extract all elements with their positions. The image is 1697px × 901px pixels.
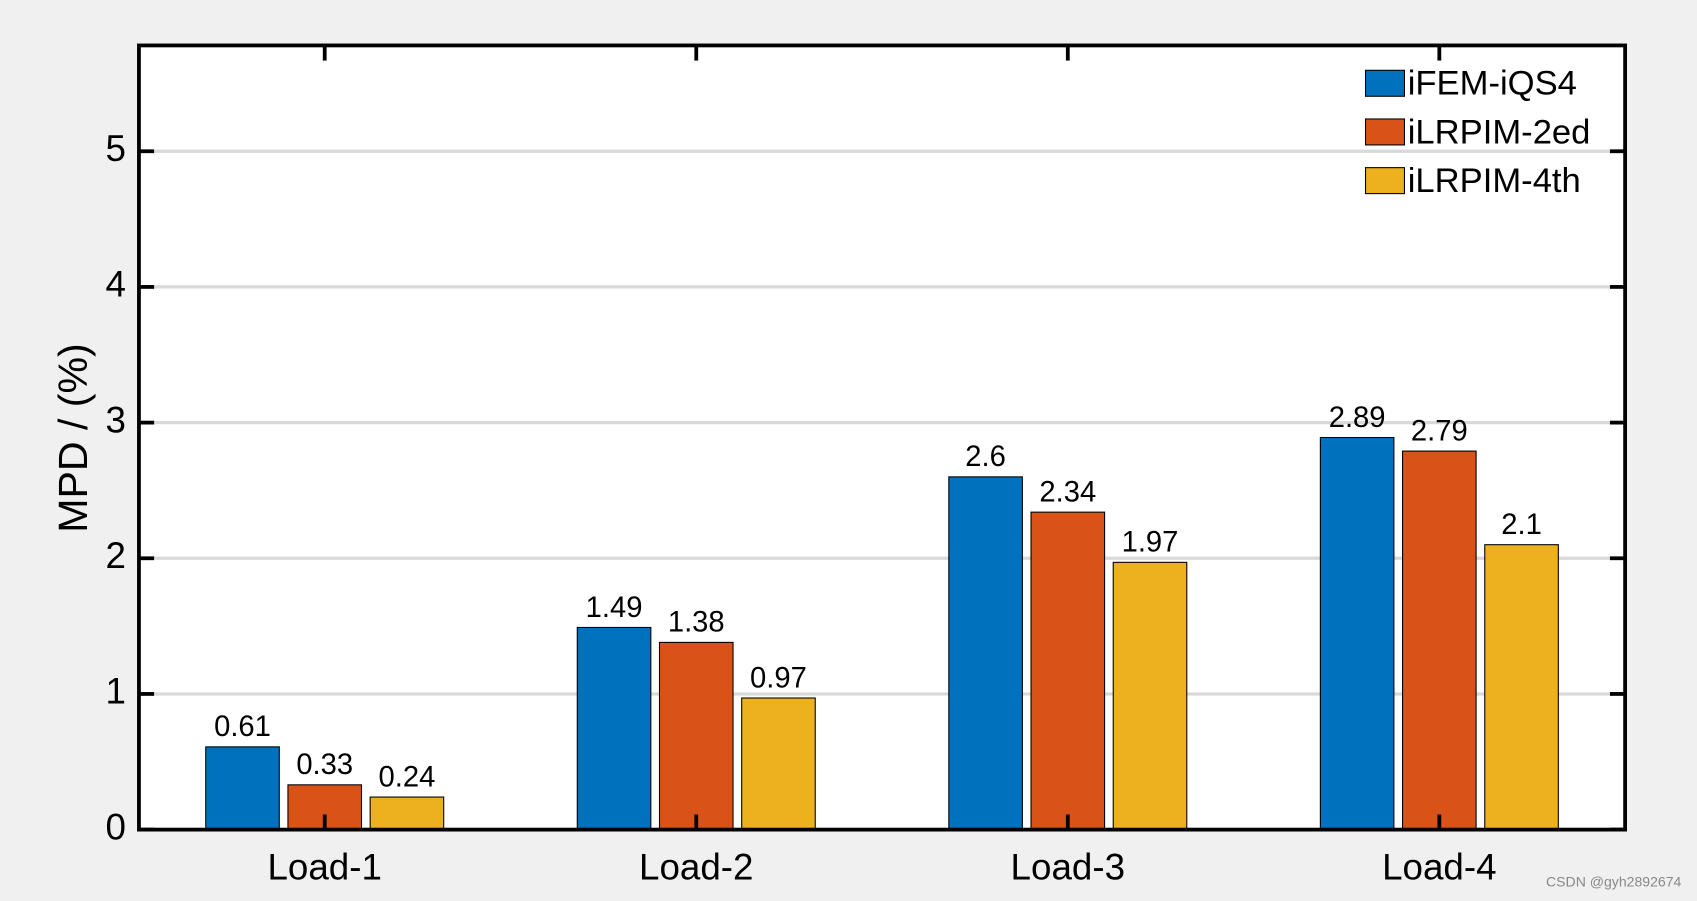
- value-label: 2.6: [965, 441, 1006, 473]
- bar: [1112, 561, 1188, 831]
- value-label: 0.61: [214, 711, 271, 743]
- y-tick-label: 4: [106, 264, 126, 305]
- y-tick-label: 0: [106, 806, 126, 847]
- bar: [576, 626, 652, 831]
- y-tick-label: 5: [106, 128, 126, 169]
- value-label: 1.38: [668, 607, 725, 639]
- value-label: 0.97: [750, 662, 807, 694]
- x-tick-label: Load-1: [267, 846, 381, 887]
- legend-label: iLRPIM-4th: [1408, 162, 1581, 200]
- bar: [1319, 436, 1395, 831]
- value-label: 2.1: [1501, 509, 1542, 541]
- marks: [205, 436, 1559, 831]
- bar: [205, 746, 280, 831]
- bar: [369, 796, 445, 831]
- x-tick-label: Load-2: [639, 846, 753, 887]
- y-tick-label: 2: [106, 535, 126, 576]
- legend-label: iLRPIM-2ed: [1408, 113, 1591, 151]
- value-label: 2.89: [1329, 402, 1386, 434]
- x-tick-label: Load-4: [1382, 846, 1496, 887]
- value-label: 0.24: [379, 761, 436, 793]
- bar: [741, 697, 816, 831]
- value-label: 1.97: [1122, 527, 1179, 559]
- bar: [1484, 544, 1559, 831]
- value-label: 0.33: [296, 749, 353, 781]
- bar: [1030, 511, 1106, 831]
- legend-swatch: [1364, 167, 1406, 195]
- y-tick-label: 1: [106, 671, 126, 712]
- legend-swatch: [1364, 69, 1406, 97]
- watermark: CSDN @gyh2892674: [1546, 873, 1681, 889]
- bar: [1402, 450, 1477, 831]
- value-label: 1.49: [586, 592, 643, 624]
- value-label: 2.79: [1411, 415, 1468, 447]
- value-label: 2.34: [1039, 476, 1096, 508]
- bar: [658, 641, 734, 831]
- y-axis-label: MPD / (%): [50, 343, 96, 532]
- bar: [948, 476, 1023, 831]
- y-tick-label: 3: [106, 399, 126, 440]
- x-tick-label: Load-3: [1011, 846, 1125, 887]
- legend-label: iFEM-iQS4: [1408, 65, 1577, 103]
- axes-box: [137, 43, 1628, 832]
- legend-swatch: [1364, 118, 1406, 146]
